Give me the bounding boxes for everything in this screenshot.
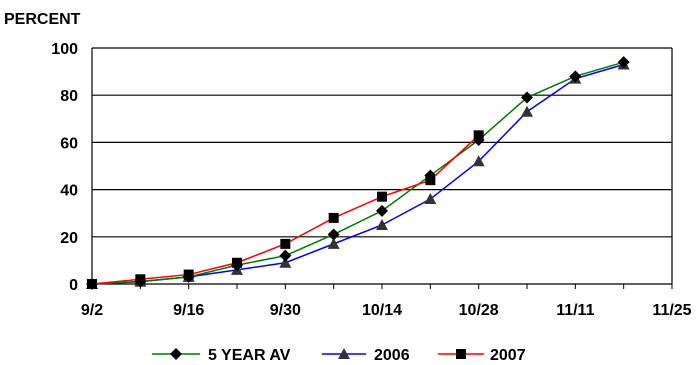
x-tick-label-9-30: 9/30 <box>270 302 301 319</box>
series-group <box>86 56 630 290</box>
series-2007 <box>87 130 484 289</box>
x-tick-labels: 9/2 9/16 9/30 10/14 10/28 11/11 11/25 <box>81 302 692 319</box>
x-tick-label-10-14: 10/14 <box>362 302 402 319</box>
y-tick-label-100: 100 <box>51 41 78 58</box>
data-point <box>327 237 340 249</box>
data-point <box>617 56 630 69</box>
legend-label: 5 YEAR AV <box>208 347 291 364</box>
data-point <box>87 279 97 289</box>
legend-marker <box>456 349 466 359</box>
legend-label: 2007 <box>490 347 526 364</box>
data-point <box>279 249 292 262</box>
legend-label: 2006 <box>374 347 410 364</box>
axes <box>91 48 673 289</box>
data-point <box>473 130 484 141</box>
y-tick-label-60: 60 <box>60 135 78 152</box>
data-point <box>328 212 339 223</box>
data-point <box>280 238 291 249</box>
legend-marker <box>338 348 350 359</box>
data-point <box>569 70 582 83</box>
x-tick-label-9-2: 9/2 <box>81 302 103 319</box>
legend: 5 YEAR AV 2006 2007 <box>152 347 526 364</box>
data-point <box>521 105 533 117</box>
series-line <box>91 61 624 285</box>
data-point <box>472 155 485 167</box>
legend-item-5-year-av: 5 YEAR AV <box>152 347 291 364</box>
x-tick-label-11-11: 11/11 <box>556 302 594 319</box>
series-5-year-av <box>86 56 630 290</box>
x-tick-label-9-16: 9/16 <box>173 302 204 319</box>
y-tick-label-0: 0 <box>69 277 78 294</box>
gridlines <box>92 47 672 238</box>
y-tick-label-20: 20 <box>60 230 78 247</box>
data-point <box>183 269 194 280</box>
x-tick-label-11-25: 11/25 <box>652 302 691 319</box>
y-tick-labels: 0 20 40 60 80 100 <box>51 41 78 294</box>
data-point <box>521 91 533 104</box>
legend-item-2006: 2006 <box>322 347 410 364</box>
data-point <box>135 274 146 285</box>
series-line <box>91 63 624 285</box>
data-point <box>376 204 388 217</box>
data-point <box>424 193 437 205</box>
data-point <box>377 191 387 202</box>
series-2006 <box>86 58 630 289</box>
y-tick-label-80: 80 <box>60 88 78 105</box>
legend-item-2007: 2007 <box>438 347 526 364</box>
y-tick-label-40: 40 <box>60 183 78 200</box>
legend-marker <box>170 348 182 360</box>
data-point <box>327 228 340 241</box>
data-point <box>376 219 388 230</box>
data-point <box>232 257 242 268</box>
y-axis-title: PERCENT <box>4 11 81 28</box>
x-tick-label-10-28: 10/28 <box>459 302 499 319</box>
data-point <box>425 175 436 186</box>
data-point <box>279 256 292 268</box>
